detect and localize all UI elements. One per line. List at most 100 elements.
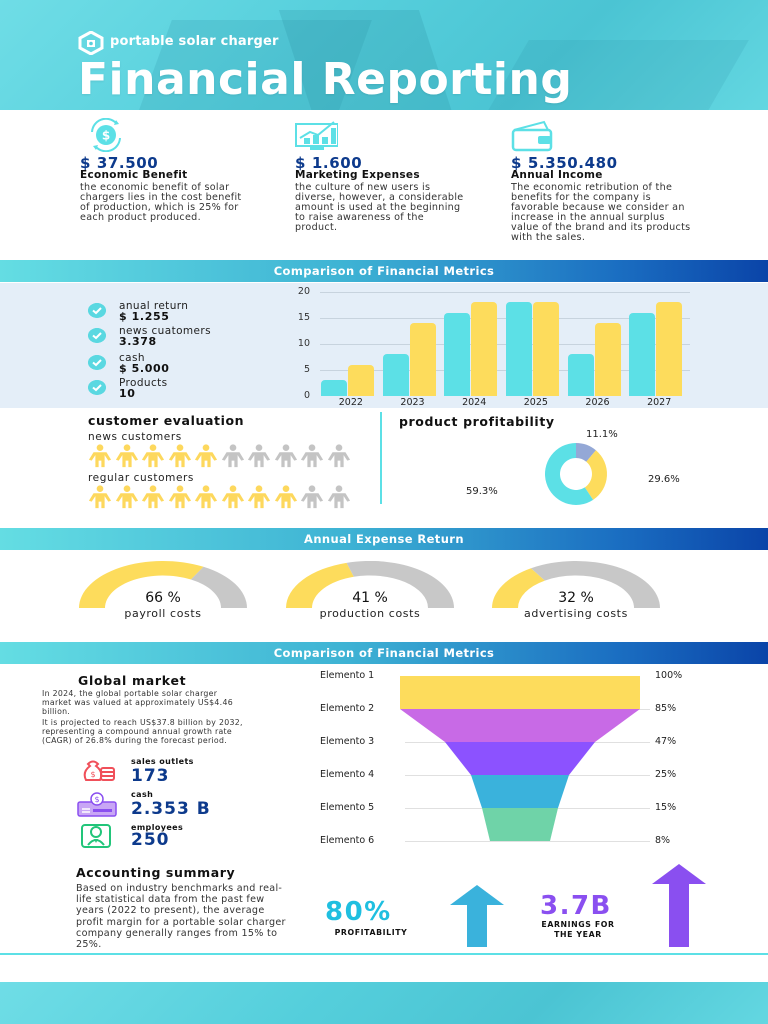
funnel-label: Elemento 3 — [320, 736, 375, 747]
svg-text:$: $ — [102, 129, 110, 143]
kpi-label-economic-benefit: Economic Benefit — [80, 169, 188, 181]
funnel-shape — [400, 676, 640, 841]
gauge-advertising-costs — [492, 560, 660, 608]
kpi-value-economic-benefit: $ 37.500 — [80, 154, 159, 172]
donut-label-3: 59.3% — [466, 486, 498, 497]
footer-banner — [0, 982, 768, 1024]
person-icon — [168, 444, 191, 468]
section-band-financial-metrics: Comparison of Financial Metrics — [0, 260, 768, 282]
wallet-icon — [511, 120, 553, 152]
bar — [321, 380, 347, 396]
person-icon — [221, 485, 244, 509]
person-icon — [141, 485, 165, 509]
dollar-exchange-icon: $ — [91, 118, 121, 152]
stat-value-cash: 2.353 B — [131, 799, 211, 819]
global-market-paragraph-2: It is projected to reach US$37.8 billion… — [42, 718, 243, 745]
funnel-percent: 100% — [655, 670, 683, 681]
funnel-label: Elemento 6 — [320, 835, 375, 846]
x-axis-tick: 2027 — [647, 397, 672, 408]
metric-label: Products — [119, 377, 168, 389]
product-profitability-title: product profitability — [399, 414, 555, 429]
check-icon — [88, 380, 106, 395]
gauge-production-costs — [286, 560, 454, 608]
y-axis-tick: 10 — [297, 338, 310, 349]
funnel-label: Elemento 1 — [320, 670, 375, 681]
people-row-label: regular customers — [88, 472, 194, 484]
funnel-percent: 8% — [655, 835, 671, 846]
person-icon — [88, 444, 112, 468]
kpi-label-annual-income: Annual Income — [511, 169, 603, 181]
metric-value: $ 1.255 — [119, 310, 170, 323]
person-icon — [194, 444, 218, 468]
section-divider — [380, 412, 382, 504]
global-market-title: Global market — [78, 673, 187, 688]
kpi-value-marketing-expenses: $ 1.600 — [295, 154, 363, 172]
y-axis-tick: 15 — [297, 312, 310, 323]
funnel-percent: 47% — [655, 736, 677, 747]
x-axis-tick: 2023 — [400, 397, 425, 408]
person-icon — [247, 444, 271, 468]
accounting-summary-title: Accounting summary — [76, 865, 236, 880]
stat-value-sales-outlets: 173 — [131, 766, 170, 786]
person-icon — [88, 485, 112, 509]
people-row-news-customers — [88, 444, 358, 470]
donut-slice — [584, 450, 607, 500]
gauge-value: 32 % — [558, 590, 594, 606]
gridline — [320, 370, 690, 371]
bar — [629, 312, 656, 396]
donut-label-2: 29.6% — [648, 474, 680, 485]
kpi-desc-economic-benefit: the economic benefit of solar chargers l… — [80, 182, 242, 223]
person-icon — [115, 444, 138, 468]
svg-text:$: $ — [94, 795, 99, 804]
kpi-label-marketing-expenses: Marketing Expenses — [295, 169, 420, 181]
header-banner — [0, 0, 768, 110]
employee-icon — [81, 824, 111, 848]
bar — [506, 302, 532, 396]
customer-evaluation-title: customer evaluation — [88, 413, 245, 428]
metric-label: news cuatomers — [119, 325, 211, 337]
person-icon — [274, 485, 297, 509]
bar — [594, 323, 621, 396]
up-arrow-purple-icon — [652, 864, 706, 947]
page-title: Financial Reporting — [78, 54, 573, 105]
check-icon — [88, 355, 106, 370]
profitability-value: 80% — [325, 897, 392, 927]
global-market-paragraph-1: In 2024, the global portable solar charg… — [42, 689, 233, 716]
svg-text:$: $ — [90, 770, 95, 779]
gauge-payroll-costs — [79, 560, 248, 608]
stat-value-employees: 250 — [131, 830, 170, 850]
gauge-value: 66 % — [145, 590, 181, 606]
gridline — [320, 292, 690, 293]
bar — [444, 312, 471, 396]
bar — [533, 302, 559, 396]
check-icon — [88, 303, 106, 318]
funnel-label: Elemento 2 — [320, 703, 375, 714]
x-axis-tick: 2025 — [523, 397, 548, 408]
stat-label-sales-outlets: sales outlets — [131, 757, 194, 766]
check-icon — [88, 328, 106, 343]
section-band-financial-metrics-2: Comparison of Financial Metrics — [0, 642, 768, 664]
earnings-label-line-2: THE YEAR — [554, 930, 602, 939]
x-axis-tick: 2024 — [462, 397, 487, 408]
earnings-value: 3.7B — [540, 891, 612, 921]
person-icon — [221, 444, 244, 468]
funnel-label: Elemento 5 — [320, 802, 375, 813]
brand-name: portable solar charger — [110, 34, 279, 49]
accounting-summary-text: Based on industry benchmarks and real-li… — [76, 883, 286, 951]
gridline — [320, 318, 690, 319]
metric-label: anual return — [119, 300, 189, 312]
people-row-label: news customers — [88, 431, 182, 443]
person-icon — [327, 485, 350, 509]
person-icon — [300, 485, 324, 509]
funnel-chart: Elemento 1 100% Elemento 2 85% Elemento 3 47%… — [310, 670, 730, 850]
y-axis-tick: 20 — [297, 286, 310, 297]
y-axis-tick: 0 — [303, 390, 310, 401]
profitability-label: PROFITABILITY — [334, 928, 408, 937]
cash-card-icon: $ — [77, 792, 117, 817]
person-icon — [141, 444, 165, 468]
kpi-desc-marketing-expenses: the culture of new users is diverse, how… — [295, 182, 464, 233]
gauge-label: advertising costs — [524, 607, 628, 620]
metric-label: cash — [119, 352, 145, 364]
bottom-divider — [0, 953, 768, 955]
gauge-row: 66 % payroll costs 41 % production costs 32 … — [0, 560, 768, 630]
